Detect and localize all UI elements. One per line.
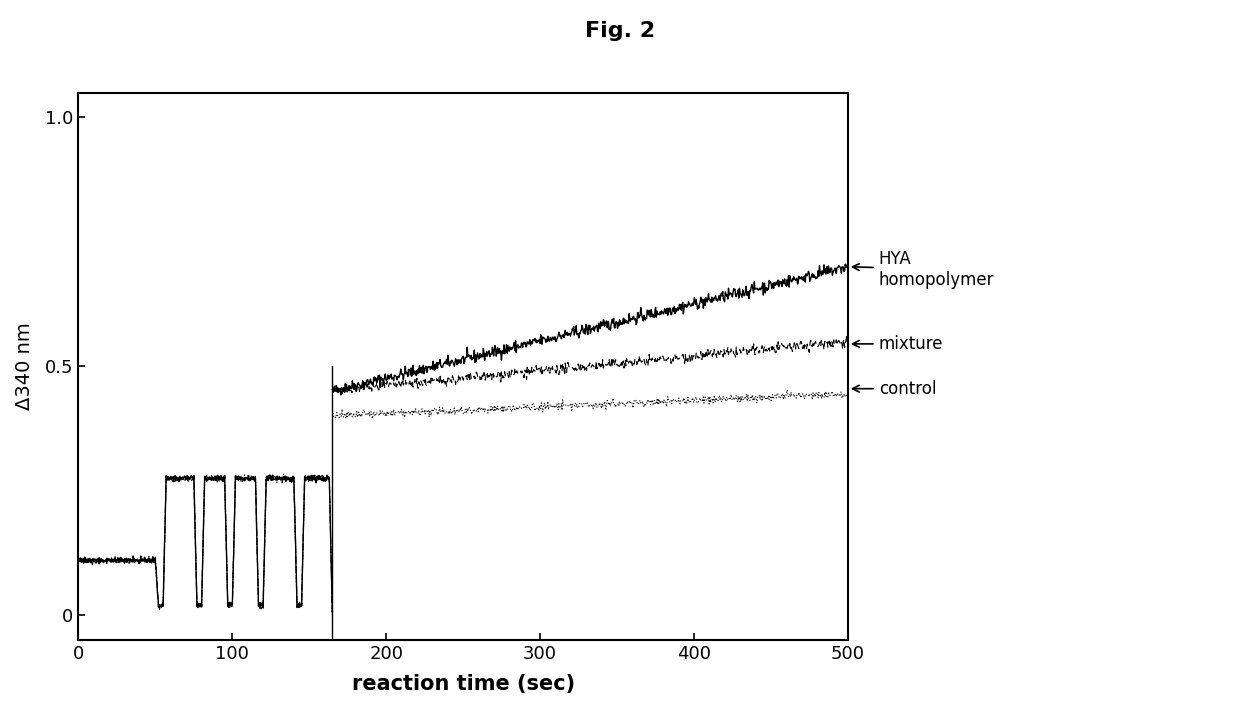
Text: Fig. 2: Fig. 2 [585, 21, 655, 41]
Text: HYA
homopolymer: HYA homopolymer [852, 250, 994, 289]
Text: mixture: mixture [853, 335, 944, 353]
X-axis label: reaction time (sec): reaction time (sec) [352, 674, 574, 694]
Text: control: control [853, 380, 936, 398]
Y-axis label: Δ340 nm: Δ340 nm [15, 323, 33, 411]
